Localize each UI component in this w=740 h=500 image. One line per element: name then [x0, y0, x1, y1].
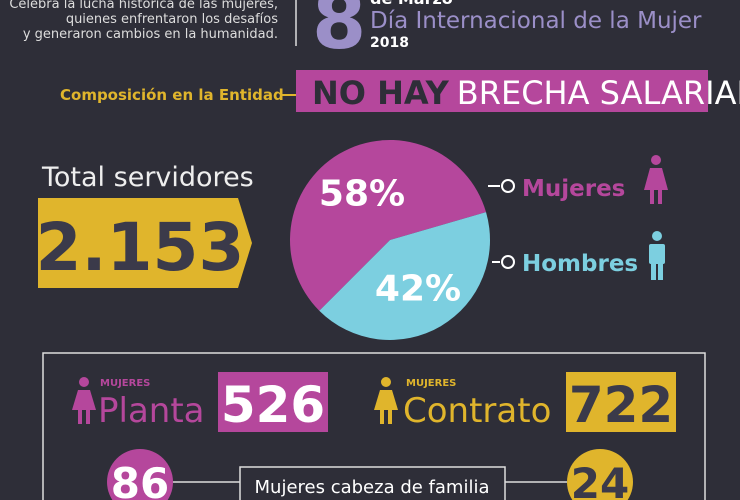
detail-value: 722	[569, 376, 673, 434]
total-label: Total servidores	[41, 162, 254, 193]
banner-rest: BRECHA SALARIAL	[457, 74, 740, 112]
detail-value: 526	[221, 376, 325, 434]
tag: MUJERES	[406, 378, 456, 389]
legend-label: Hombres	[522, 251, 638, 277]
legend-label: Mujeres	[522, 176, 625, 202]
year: 2018	[370, 35, 409, 51]
banner	[296, 70, 708, 112]
header: Celebra la lucha histórica de las mujere…	[9, 0, 702, 67]
count-circle	[567, 449, 633, 500]
pie-slice	[319, 212, 490, 340]
day: 8	[312, 0, 366, 67]
intro-line: quienes enfrentaron los desafíos	[66, 12, 278, 27]
month: de Marzo	[370, 0, 453, 8]
legend-dot	[501, 255, 515, 269]
count-value: 24	[571, 459, 629, 500]
total-box	[38, 198, 252, 288]
intro-line: Celebra la lucha histórica de las mujere…	[9, 0, 278, 12]
female-icon	[374, 377, 398, 424]
female-icon	[72, 377, 96, 424]
male-icon	[649, 231, 665, 280]
legend-dot	[501, 179, 515, 193]
total-value: 2.153	[36, 209, 245, 286]
label-box	[239, 466, 506, 500]
details-frame	[42, 352, 706, 500]
slice-label: 42%	[375, 268, 461, 309]
value-box	[218, 372, 328, 432]
intro-line: y generaron cambios en la humanidad.	[23, 27, 278, 42]
section-title: Composición en la Entidad	[60, 86, 284, 104]
banner-strong: NO HAY	[312, 74, 450, 112]
value-box	[566, 372, 676, 432]
count-circle	[107, 449, 173, 500]
slice-label: 58%	[319, 174, 405, 215]
detail-label: Planta	[98, 391, 205, 431]
tag: MUJERES	[100, 378, 150, 389]
detail-label: Contrato	[403, 391, 551, 431]
count-value: 86	[111, 459, 169, 500]
female-icon	[644, 155, 668, 204]
event: Día Internacional de la Mujer	[370, 8, 702, 34]
banner-text: NO HAY BRECHA SALARIAL	[312, 74, 740, 112]
pie-slice	[289, 139, 487, 311]
count-label: Mujeres cabeza de familia	[255, 477, 490, 498]
pie: 58% 42%	[289, 139, 490, 340]
